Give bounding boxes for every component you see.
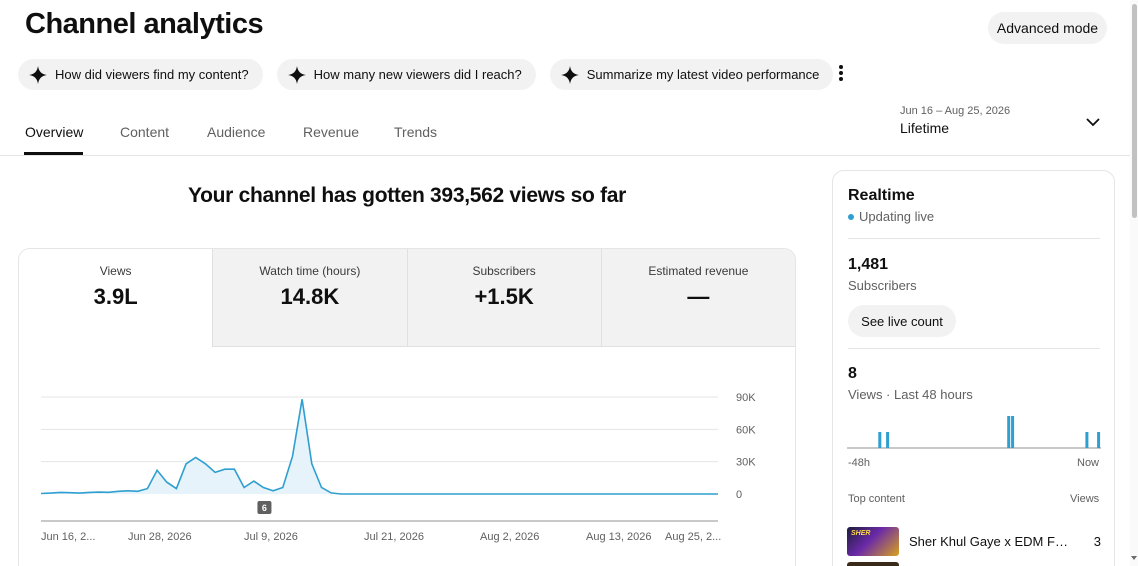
- chip-label: How many new viewers did I reach?: [313, 67, 522, 82]
- tab-audience[interactable]: Audience: [207, 124, 266, 140]
- tab-revenue[interactable]: Revenue: [303, 124, 360, 140]
- more-vert-icon[interactable]: [833, 63, 849, 85]
- advanced-mode-button[interactable]: Advanced mode: [988, 12, 1107, 44]
- views-headline: Your channel has gotten 393,562 views so…: [187, 184, 627, 207]
- top-content-label: Top content: [848, 493, 905, 505]
- metric-watch-time[interactable]: Watch time (hours) 14.8K: [212, 249, 407, 347]
- y-tick-label: 60K: [736, 424, 756, 436]
- divider: [848, 348, 1100, 349]
- chevron-down-icon[interactable]: [1085, 116, 1101, 128]
- y-tick-label: 30K: [736, 457, 756, 469]
- realtime-bar-chart[interactable]: [847, 411, 1101, 451]
- x-tick-label: Jun 16, 2...: [41, 531, 95, 543]
- metric-value: +1.5K: [474, 284, 534, 309]
- video-views: 3: [1093, 533, 1101, 549]
- metric-views[interactable]: Views 3.9L: [19, 249, 213, 347]
- views-chart[interactable]: 90K 60K 30K 0 6 Jun 16, 2... Jun 28, 2026 Jul 9…: [19, 347, 796, 566]
- realtime-bar: [886, 432, 890, 448]
- y-tick-label: 90K: [736, 392, 756, 404]
- video-thumbnail[interactable]: SHER: [847, 526, 899, 556]
- page-title: Channel analytics: [25, 8, 264, 40]
- x-tick-label: Jun 28, 2026: [128, 531, 192, 543]
- realtime-views-count: 8: [848, 365, 857, 382]
- divider: [848, 238, 1100, 239]
- realtime-views-label: Views · Last 48 hours: [848, 387, 973, 402]
- annotation-label: 6: [262, 503, 267, 513]
- metric-label: Watch time (hours): [259, 264, 361, 278]
- annotation-marker[interactable]: [257, 501, 272, 514]
- see-live-count-button[interactable]: See live count: [848, 305, 956, 337]
- metric-value: 14.8K: [280, 284, 340, 309]
- metric-label: Estimated revenue: [648, 264, 749, 278]
- x-tick-label: Aug 2, 2026: [480, 531, 539, 543]
- x-tick-label: Aug 25, 2...: [665, 531, 721, 543]
- metric-label: Views: [99, 264, 132, 278]
- active-tab-indicator: [24, 152, 83, 155]
- analytics-tabs: Overview Content Audience Revenue Trends…: [0, 100, 1130, 156]
- date-picker-label[interactable]: Lifetime: [900, 120, 950, 136]
- chip-find-content[interactable]: How did viewers find my content?: [18, 59, 263, 90]
- metric-label: Subscribers: [472, 264, 536, 278]
- realtime-title: Realtime: [848, 187, 915, 204]
- x-tick-label: Jul 21, 2026: [364, 531, 424, 543]
- chip-summarize-video[interactable]: Summarize my latest video performance: [549, 59, 834, 90]
- series-area: [41, 399, 718, 494]
- tab-trends[interactable]: Trends: [394, 124, 438, 140]
- subscribers-count: 1,481: [848, 256, 889, 273]
- scroll-down-arrow-icon[interactable]: [1131, 556, 1137, 560]
- tab-overview[interactable]: Overview: [25, 124, 84, 140]
- subscribers-label: Subscribers: [848, 278, 917, 293]
- thumbnail-text: SHER: [851, 529, 871, 537]
- metric-revenue[interactable]: Estimated revenue —: [600, 249, 795, 347]
- scrollbar-thumb[interactable]: [1132, 4, 1137, 218]
- realtime-bar: [1011, 416, 1015, 448]
- chip-new-viewers[interactable]: How many new viewers did I reach?: [276, 59, 536, 90]
- x-tick-label: Jul 9, 2026: [244, 531, 298, 543]
- date-range[interactable]: Jun 16 – Aug 25, 2026: [900, 105, 1011, 117]
- live-dot-icon: [848, 213, 854, 220]
- y-tick-label: 0: [736, 489, 742, 501]
- video-thumbnail[interactable]: [847, 562, 899, 566]
- metric-subscribers[interactable]: Subscribers +1.5K: [406, 249, 601, 347]
- live-status-text: Updating live: [859, 209, 935, 224]
- series-line: [40, 399, 718, 495]
- realtime-bar: [1007, 416, 1011, 448]
- live-status: Updating live: [848, 209, 934, 224]
- sparkle-icon: [29, 65, 47, 84]
- realtime-axis-start: -48h: [848, 457, 871, 469]
- realtime-bar: [1097, 432, 1101, 448]
- top-views-label: Views: [1070, 493, 1100, 505]
- sparkle-icon: [287, 65, 306, 84]
- video-title[interactable]: Sher Khul Gaye x EDM Fest...: [909, 533, 1074, 549]
- tab-content[interactable]: Content: [120, 124, 170, 140]
- metrics-card: Views 3.9L Watch time (hours) 14.8K Subs…: [18, 248, 796, 566]
- realtime-bar: [878, 432, 882, 448]
- suggestion-chips: How did viewers find my content? How man…: [18, 59, 834, 90]
- realtime-card: Realtime Updating live 1,481 Subscribers…: [832, 170, 1115, 566]
- metric-value: 3.9L: [93, 284, 138, 309]
- chip-label: How did viewers find my content?: [55, 67, 249, 82]
- chip-label: Summarize my latest video performance: [586, 67, 820, 82]
- sparkle-icon: [560, 65, 579, 84]
- x-tick-label: Aug 13, 2026: [586, 531, 651, 543]
- metric-value: —: [687, 284, 710, 309]
- page-scrollbar[interactable]: [1130, 0, 1138, 566]
- top-video-row[interactable]: SHER Sher Khul Gaye x EDM Fest... 3: [847, 526, 1101, 556]
- realtime-axis-end: Now: [1077, 457, 1100, 469]
- realtime-bar: [1085, 432, 1089, 448]
